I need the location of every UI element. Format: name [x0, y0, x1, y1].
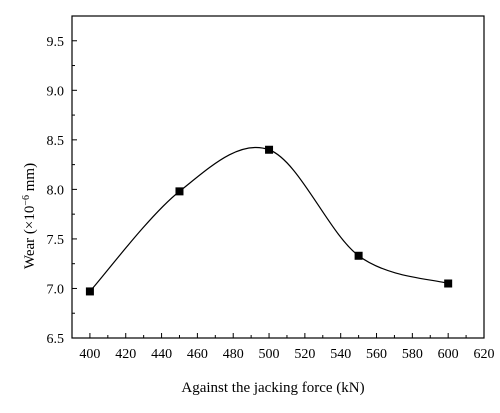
y-tick-label: 8.0	[47, 183, 65, 198]
series-line	[89, 146, 449, 292]
x-tick-label: 520	[294, 347, 315, 362]
y-tick-label: 7.5	[47, 233, 65, 248]
data-point	[444, 279, 453, 288]
y-axis-title-suffix: mm)	[22, 163, 38, 195]
x-tick-label: 420	[115, 347, 136, 362]
y-tick-label: 6.5	[47, 332, 65, 347]
data-point	[265, 145, 274, 154]
x-tick-label: 620	[474, 347, 495, 362]
data-points	[85, 145, 453, 296]
x-tick-label: 580	[402, 347, 423, 362]
x-axis-title: Against the jacking force (kN)	[181, 380, 364, 396]
y-axis-title: Wear (×10−6 mm)	[21, 163, 39, 269]
x-tick-label: 560	[366, 347, 387, 362]
y-tick-label: 9.0	[47, 84, 65, 99]
y-axis-title-superscript: −6	[21, 195, 32, 206]
data-point	[175, 187, 184, 196]
data-point	[85, 287, 94, 296]
axes	[71, 15, 485, 339]
data-point	[354, 251, 363, 260]
y-axis-title-prefix: Wear (×10	[22, 206, 38, 269]
ticks: 400 420 440 460 480 500 520 540 560 580 600 620 6.5 7…	[47, 35, 495, 362]
x-tick-label: 480	[223, 347, 244, 362]
x-tick-label: 500	[259, 347, 280, 362]
x-tick-label: 540	[330, 347, 351, 362]
y-tick-label: 8.5	[47, 134, 65, 149]
y-tick-label: 9.5	[47, 35, 65, 50]
x-tick-label: 440	[151, 347, 172, 362]
x-tick-label: 600	[438, 347, 459, 362]
plot-frame	[71, 15, 485, 339]
x-tick-label: 400	[79, 347, 100, 362]
x-tick-label: 460	[187, 347, 208, 362]
y-tick-label: 7.0	[47, 282, 65, 297]
series	[89, 146, 449, 292]
